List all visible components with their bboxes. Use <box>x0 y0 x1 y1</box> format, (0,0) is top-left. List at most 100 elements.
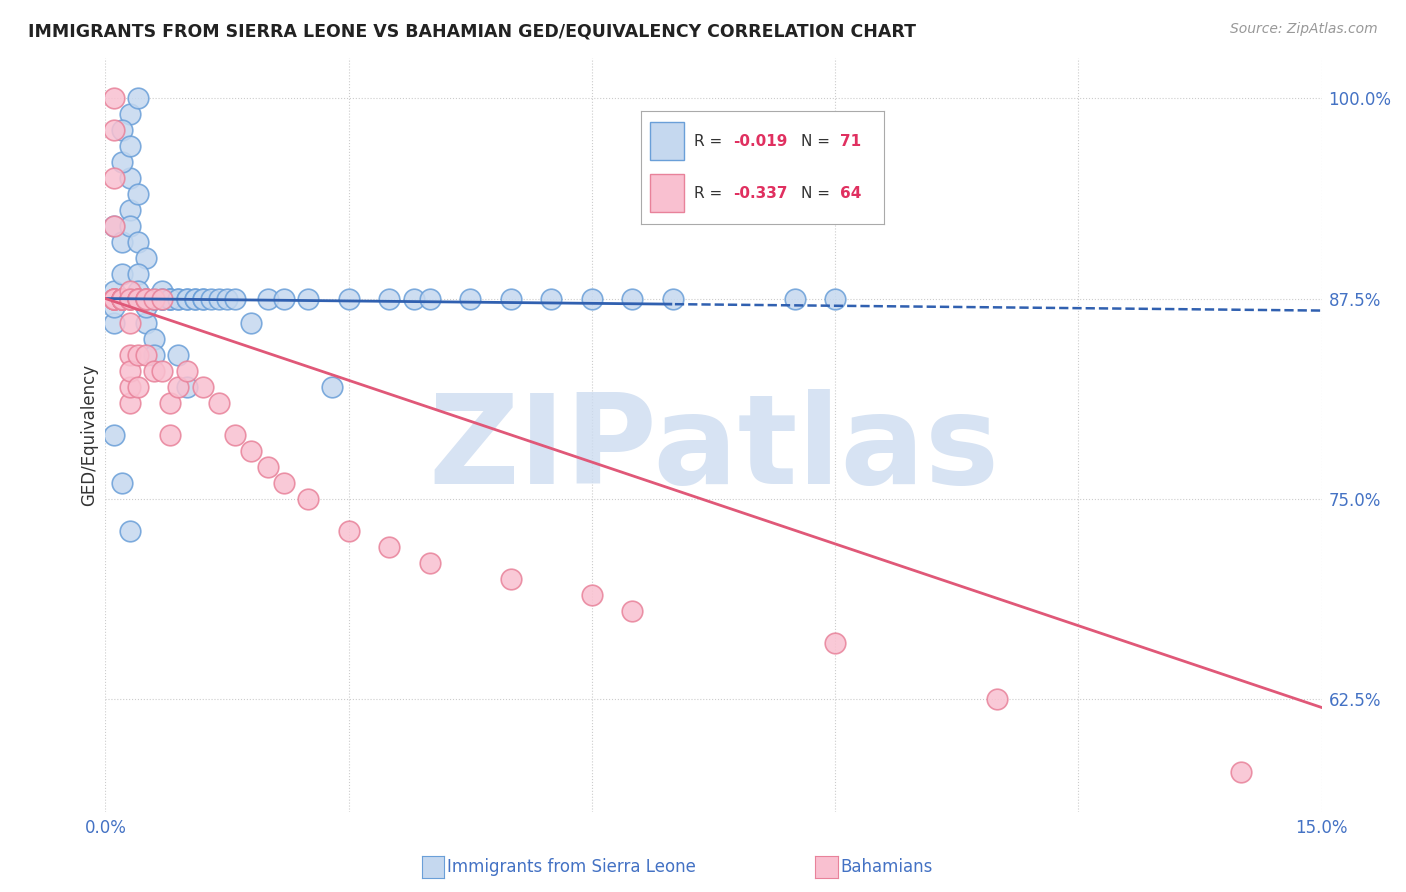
Point <box>143 292 166 306</box>
Point <box>240 316 263 330</box>
Point <box>103 292 125 306</box>
Point <box>150 284 173 298</box>
Point <box>419 556 441 570</box>
Point <box>127 348 149 362</box>
Point <box>103 292 125 306</box>
Point <box>118 292 141 306</box>
Point <box>200 292 222 306</box>
Point <box>135 300 157 314</box>
Point <box>183 292 205 306</box>
Point <box>159 292 181 306</box>
Point <box>176 364 198 378</box>
Point <box>111 235 134 250</box>
Text: ZIPatlas: ZIPatlas <box>427 390 1000 510</box>
Point <box>378 540 401 554</box>
Point <box>167 348 190 362</box>
Point <box>111 292 134 306</box>
Point <box>143 292 166 306</box>
Point <box>127 292 149 306</box>
Point <box>986 692 1008 706</box>
Text: 64: 64 <box>839 186 862 201</box>
Point <box>581 588 603 602</box>
Point <box>419 292 441 306</box>
Point <box>127 292 149 306</box>
Point <box>224 292 246 306</box>
Point <box>118 316 141 330</box>
Bar <box>651 174 685 212</box>
Point <box>143 348 166 362</box>
Point <box>118 219 141 234</box>
Point <box>103 219 125 234</box>
Point <box>103 91 125 105</box>
Point <box>208 396 231 410</box>
Point <box>103 284 125 298</box>
Point <box>111 292 134 306</box>
Text: 71: 71 <box>839 134 860 149</box>
Point <box>111 292 134 306</box>
Point <box>1229 764 1251 779</box>
Point <box>118 284 141 298</box>
Point <box>118 292 141 306</box>
Point <box>111 292 134 306</box>
Point <box>118 107 141 121</box>
Point <box>135 316 157 330</box>
Point <box>167 292 190 306</box>
Y-axis label: GED/Equivalency: GED/Equivalency <box>80 364 98 506</box>
Text: Immigrants from Sierra Leone: Immigrants from Sierra Leone <box>447 858 696 876</box>
Point <box>118 203 141 218</box>
Point <box>127 91 149 105</box>
Point <box>256 459 278 474</box>
Point <box>150 292 173 306</box>
Text: N =: N = <box>801 186 830 201</box>
Point <box>135 292 157 306</box>
Point <box>167 380 190 394</box>
Point <box>118 292 141 306</box>
Point <box>103 292 125 306</box>
Point <box>150 292 173 306</box>
Point <box>402 292 425 306</box>
Point <box>662 292 685 306</box>
Point <box>217 292 239 306</box>
Bar <box>651 122 685 161</box>
Point <box>135 252 157 266</box>
Point <box>321 380 343 394</box>
Point <box>621 292 644 306</box>
Text: N =: N = <box>801 134 830 149</box>
Point <box>103 292 125 306</box>
Point <box>167 292 190 306</box>
Point <box>378 292 401 306</box>
Point <box>183 292 205 306</box>
Point <box>127 187 149 202</box>
Point <box>127 380 149 394</box>
Point <box>111 292 134 306</box>
Point <box>159 292 181 306</box>
Point <box>103 171 125 186</box>
Point <box>135 348 157 362</box>
Point <box>111 292 134 306</box>
Point <box>540 292 562 306</box>
Point <box>111 268 134 282</box>
Point <box>297 491 319 506</box>
Point <box>118 139 141 153</box>
Point <box>118 396 141 410</box>
Point <box>135 292 157 306</box>
Point <box>176 380 198 394</box>
Point <box>143 292 166 306</box>
Point <box>191 292 214 306</box>
Text: -0.019: -0.019 <box>733 134 787 149</box>
Point <box>118 380 141 394</box>
Point <box>118 348 141 362</box>
Point <box>581 292 603 306</box>
Point <box>159 292 181 306</box>
Point <box>150 292 173 306</box>
Point <box>111 292 134 306</box>
Point <box>118 364 141 378</box>
Point <box>297 292 319 306</box>
Point <box>135 292 157 306</box>
Point <box>256 292 278 306</box>
Point <box>103 300 125 314</box>
Point <box>783 292 806 306</box>
Point <box>111 292 134 306</box>
Point <box>103 292 125 306</box>
Point <box>458 292 481 306</box>
